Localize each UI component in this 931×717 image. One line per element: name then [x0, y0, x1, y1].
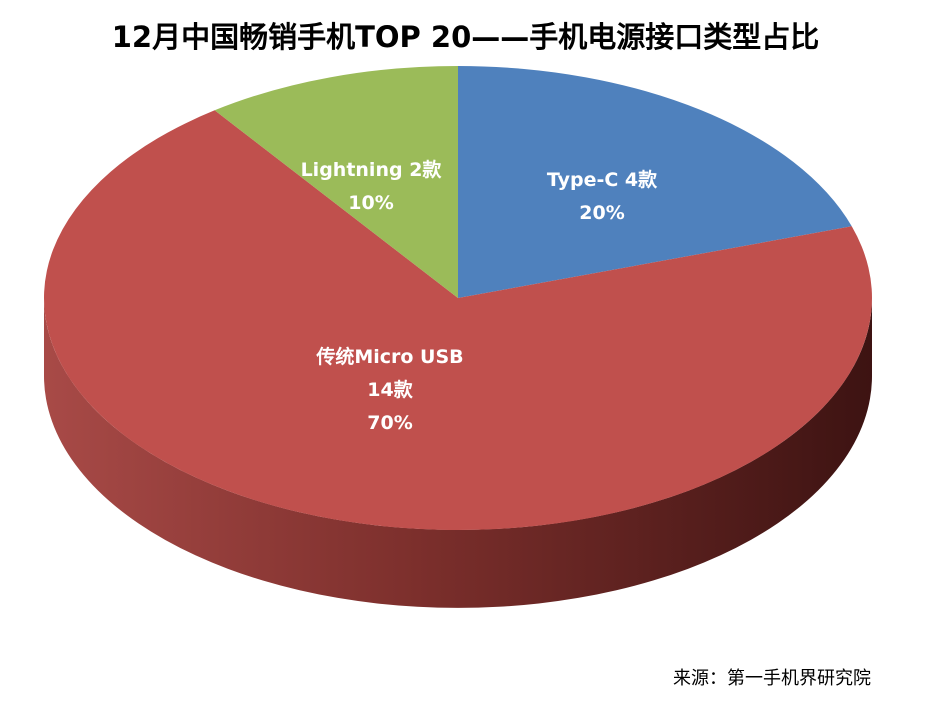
pie-side-1	[44, 298, 872, 608]
source-note: 来源：第一手机界研究院	[673, 668, 871, 689]
slice-label-1: 传统Micro USB 14款 70%	[315, 345, 463, 434]
pie-slice-0	[458, 66, 852, 298]
chart-title: 12月中国畅销手机TOP 20——手机电源接口类型占比	[111, 20, 820, 54]
slice-label-2: Lightning 2款 10%	[301, 158, 443, 214]
pie-slice-2	[214, 66, 458, 298]
slice-label-0: Type-C 4款 20%	[547, 168, 658, 224]
pie-slice-1	[44, 110, 873, 530]
